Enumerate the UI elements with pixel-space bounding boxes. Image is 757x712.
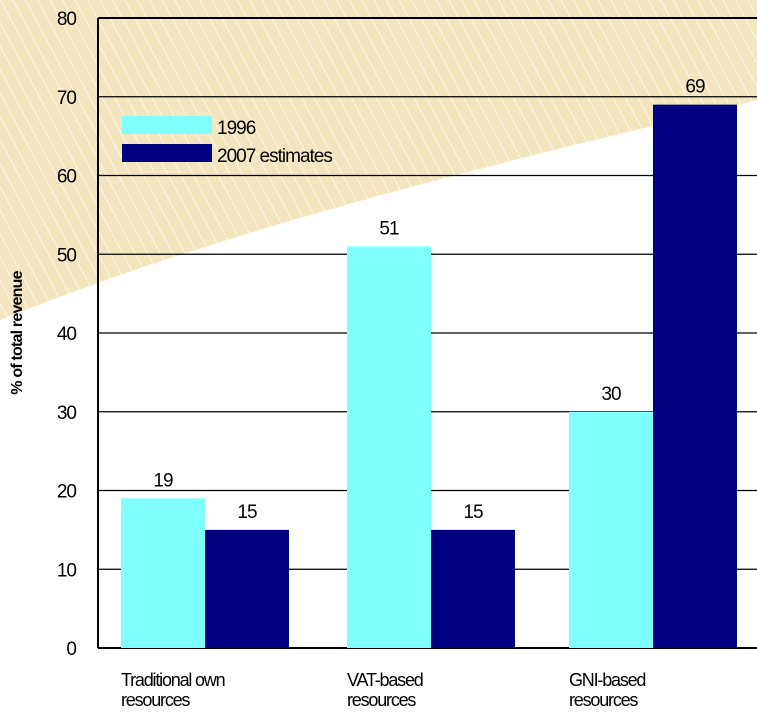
- category-label: Traditional own resources: [121, 670, 225, 710]
- bars: [121, 104, 737, 648]
- y-tick-label: 80: [57, 9, 77, 30]
- y-tick-label: 0: [66, 639, 76, 660]
- legend: 1996 2007 estimates: [122, 116, 333, 167]
- value-label: 30: [601, 384, 621, 405]
- y-tick-labels: 0 10 20 30 40 50 60 70 80: [57, 9, 78, 660]
- bar-2007-estimates-2: [653, 104, 737, 648]
- value-label: 15: [237, 502, 257, 523]
- legend-label-1996: 1996: [217, 118, 256, 139]
- value-label: 69: [685, 77, 705, 98]
- y-tick-label: 20: [57, 482, 77, 503]
- legend-swatch-1996: [122, 116, 212, 134]
- value-label: 19: [153, 470, 173, 491]
- bar-2007-estimates-0: [205, 529, 289, 648]
- y-tick-label: 30: [57, 403, 77, 424]
- y-tick-label: 10: [57, 560, 77, 581]
- legend-label-2007: 2007 estimates: [217, 146, 332, 167]
- bar-1996-0: [121, 498, 205, 648]
- bar-1996-1: [347, 246, 431, 648]
- bar-2007-estimates-1: [431, 529, 515, 648]
- y-tick-label: 60: [57, 167, 77, 188]
- bar-1996-2: [569, 411, 653, 648]
- y-tick-label: 40: [57, 324, 77, 345]
- y-tick-label: 70: [57, 88, 77, 109]
- value-labels: 19 51 30 15 15 69: [153, 77, 706, 523]
- y-tick-label: 50: [57, 245, 77, 266]
- category-label: VAT-based resources: [347, 670, 423, 710]
- category-labels: Traditional own resources VAT-based resourc…: [121, 670, 647, 710]
- value-label: 15: [463, 502, 483, 523]
- y-axis-label: % of total revenue: [9, 270, 26, 394]
- legend-swatch-2007: [122, 144, 212, 162]
- background-swoosh: [0, 0, 757, 320]
- value-label: 51: [379, 218, 399, 239]
- category-label: GNI-based resources: [569, 670, 645, 710]
